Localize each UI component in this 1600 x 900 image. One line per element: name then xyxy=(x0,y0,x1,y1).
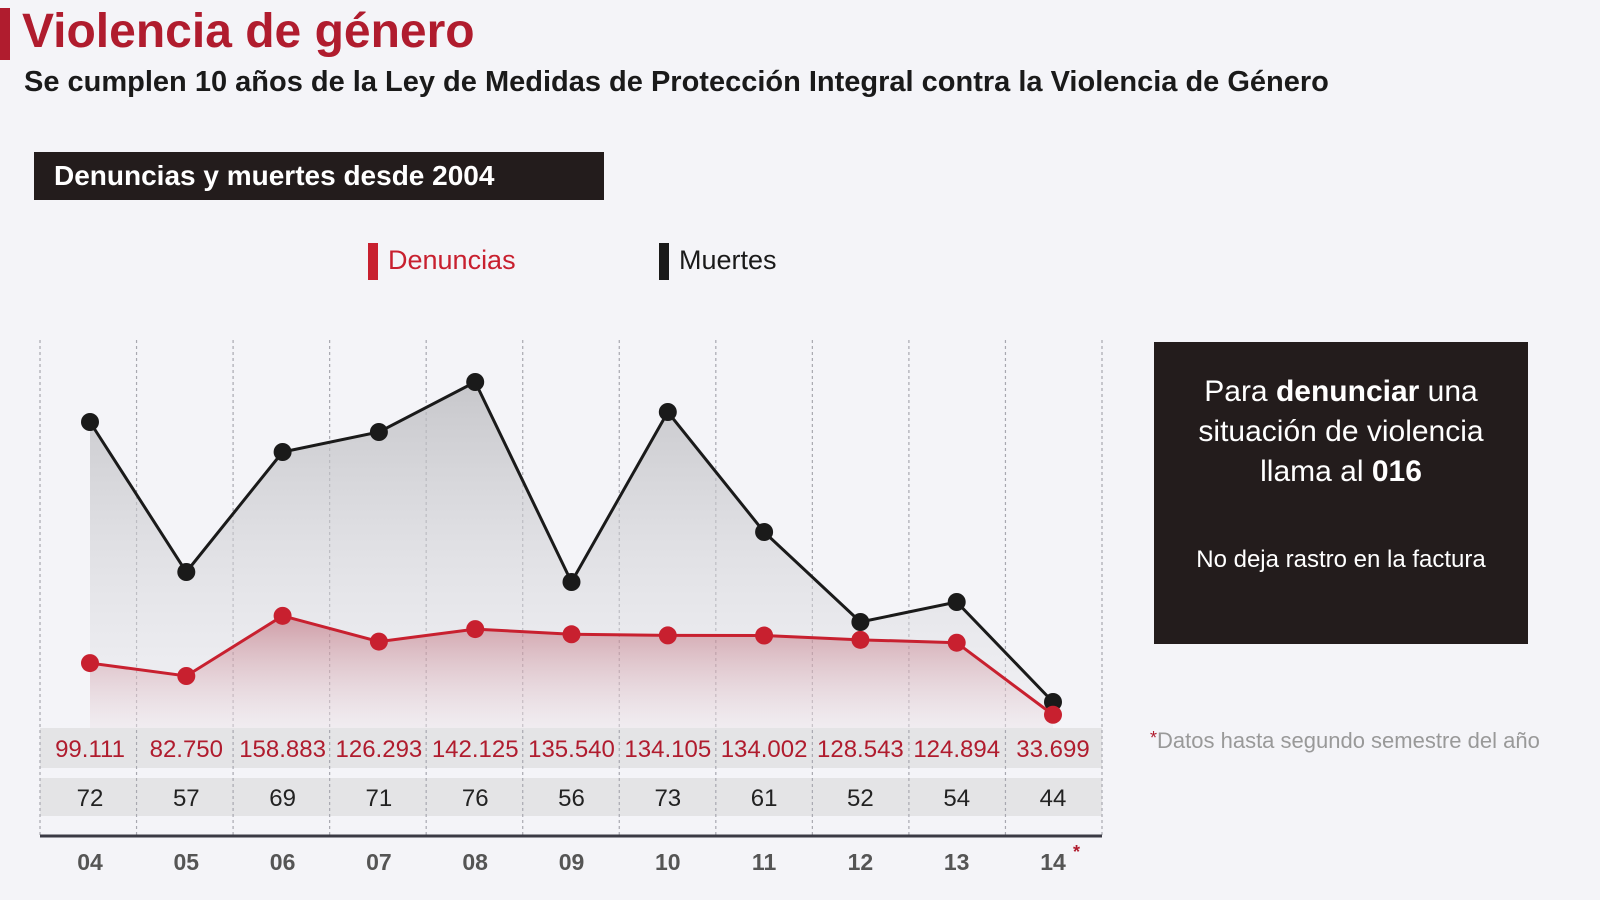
value-label-muertes: 72 xyxy=(77,785,104,812)
point-muertes xyxy=(947,593,966,611)
value-label-muertes: 69 xyxy=(269,785,296,812)
phone-number: 016 xyxy=(1371,455,1422,488)
info-note: No deja rastro en la factura xyxy=(1196,546,1486,573)
value-label-muertes: 56 xyxy=(558,785,585,812)
x-tick-label: 11 xyxy=(752,849,777,875)
value-label-denuncias: 128.543 xyxy=(817,736,904,763)
x-tick-label: 12 xyxy=(848,849,874,875)
area-denuncias xyxy=(90,615,1053,728)
point-muertes xyxy=(273,443,292,461)
point-muertes xyxy=(851,613,870,631)
point-muertes xyxy=(369,423,388,441)
point-denuncias xyxy=(369,632,388,651)
muertes-row-band xyxy=(40,778,1102,816)
value-label-denuncias: 134.002 xyxy=(721,736,808,763)
point-muertes xyxy=(177,563,196,581)
tick-marker-asterisk: * xyxy=(1073,842,1080,862)
value-label-denuncias: 124.894 xyxy=(913,736,1000,763)
value-label-denuncias: 82.750 xyxy=(150,736,223,763)
footnote: *Datos hasta segundo semestre del año xyxy=(1150,728,1540,754)
point-muertes xyxy=(1044,693,1062,711)
info-box: Para denunciar una situación de violenci… xyxy=(1154,342,1528,644)
value-label-denuncias: 142.125 xyxy=(432,736,519,763)
x-tick-label: 05 xyxy=(174,849,200,875)
x-tick-label: 09 xyxy=(559,849,585,875)
x-tick-label: 04 xyxy=(77,849,103,875)
point-denuncias xyxy=(658,626,677,645)
value-label-denuncias: 135.540 xyxy=(528,736,615,763)
value-label-denuncias: 134.105 xyxy=(624,736,711,763)
page-title: Violencia de género xyxy=(22,5,475,58)
value-label-denuncias: 158.883 xyxy=(239,736,326,763)
point-denuncias xyxy=(466,620,485,639)
info-text: situación de violencia xyxy=(1198,415,1484,448)
footnote-marker: * xyxy=(1150,728,1158,748)
value-label-muertes: 61 xyxy=(751,785,778,812)
page-subtitle: Se cumplen 10 años de la Ley de Medidas … xyxy=(24,66,1329,98)
point-denuncias xyxy=(1044,705,1062,724)
value-label-muertes: 57 xyxy=(173,785,200,812)
point-denuncias xyxy=(562,625,581,644)
x-tick-label: 14 xyxy=(1040,849,1066,875)
x-tick-label: 10 xyxy=(655,849,681,875)
chart-title: Denuncias y muertes desde 2004 xyxy=(34,152,604,200)
value-label-muertes: 44 xyxy=(1040,785,1067,812)
x-tick-label: 07 xyxy=(366,849,392,875)
point-muertes xyxy=(562,573,581,591)
value-label-muertes: 52 xyxy=(847,785,874,812)
value-label-muertes: 71 xyxy=(366,785,393,812)
point-denuncias xyxy=(81,654,99,673)
value-label-denuncias: 126.293 xyxy=(336,736,423,763)
x-tick-label: 06 xyxy=(270,849,296,875)
legend-swatch-muertes xyxy=(659,243,669,280)
point-denuncias xyxy=(755,626,774,645)
info-text: una xyxy=(1419,375,1478,408)
legend-swatch-denuncias xyxy=(368,243,378,280)
point-denuncias xyxy=(273,606,292,625)
info-text: Para xyxy=(1204,375,1276,408)
info-text: llama al xyxy=(1260,455,1372,488)
point-denuncias xyxy=(947,633,966,652)
denuncias-row-band xyxy=(40,728,1102,768)
info-text-bold: denunciar xyxy=(1275,375,1420,408)
legend-label-denuncias: Denuncias xyxy=(388,245,516,275)
point-muertes xyxy=(81,413,99,431)
x-tick-label: 08 xyxy=(462,849,488,875)
point-denuncias xyxy=(851,630,870,649)
point-muertes xyxy=(466,373,485,391)
value-label-muertes: 73 xyxy=(654,785,681,812)
title-accent-bar xyxy=(0,8,10,60)
legend-label-muertes: Muertes xyxy=(679,245,777,275)
point-muertes xyxy=(658,403,677,421)
point-muertes xyxy=(755,523,774,541)
value-label-denuncias: 99.111 xyxy=(55,736,125,763)
point-denuncias xyxy=(177,667,196,685)
value-label-muertes: 54 xyxy=(943,785,970,812)
value-label-denuncias: 33.699 xyxy=(1016,736,1089,763)
value-label-muertes: 76 xyxy=(462,785,489,812)
footnote-text: Datos hasta segundo semestre del año xyxy=(1157,728,1540,753)
x-tick-label: 13 xyxy=(944,849,970,875)
